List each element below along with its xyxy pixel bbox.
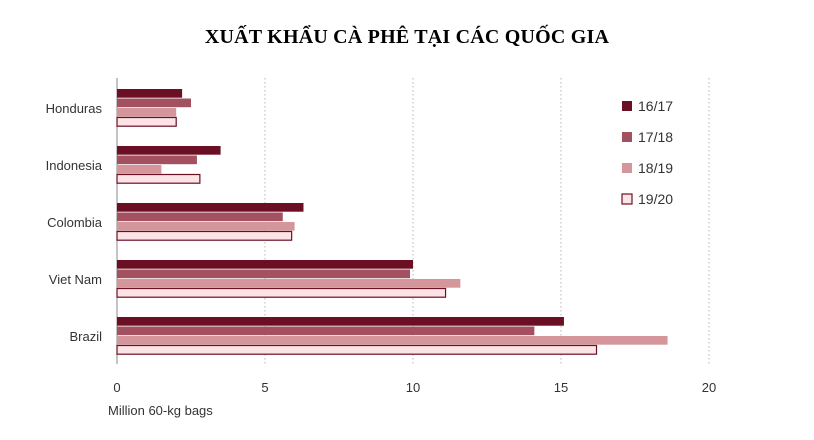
- category-label: Indonesia: [46, 158, 103, 173]
- x-tick-label: 10: [406, 380, 420, 395]
- category-label: Viet Nam: [49, 272, 102, 287]
- legend-label: 19/20: [638, 191, 673, 207]
- legend-swatch-19-20: [621, 193, 633, 205]
- bar-viet-nam-16-17: [117, 260, 413, 269]
- legend: 16/17 17/18 18/19 19/20: [621, 98, 673, 207]
- bar-brazil-19-20: [116, 344, 598, 355]
- x-tick-label: 20: [702, 380, 716, 395]
- bar-brazil-16-17: [117, 317, 564, 326]
- bar-colombia-19-20: [116, 230, 293, 241]
- bars: [116, 89, 668, 355]
- bar-viet-nam-17-18: [117, 269, 411, 279]
- bar-brazil-17-18: [117, 326, 535, 336]
- x-tick-label: 0: [113, 380, 120, 395]
- bar-honduras-17-18: [117, 98, 191, 108]
- bar-indonesia-16-17: [117, 146, 221, 155]
- bar-colombia-17-18: [117, 212, 283, 222]
- legend-label: 17/18: [638, 129, 673, 145]
- x-axis-label: Million 60-kg bags: [108, 403, 213, 418]
- category-label: Colombia: [47, 215, 103, 230]
- legend-swatch-16-17: [622, 101, 632, 111]
- bar-viet-nam-19-20: [116, 287, 447, 298]
- bar-indonesia-18-19: [117, 165, 162, 174]
- legend-swatch-17-18: [622, 132, 632, 142]
- bar-honduras-16-17: [117, 89, 183, 98]
- category-label: Honduras: [46, 101, 103, 116]
- bar-colombia-16-17: [117, 203, 304, 212]
- legend-swatch-18-19: [622, 163, 632, 173]
- bar-colombia-18-19: [117, 222, 295, 231]
- legend-label: 16/17: [638, 98, 673, 114]
- chart-title: XUẤT KHẨU CÀ PHÊ TẠI CÁC QUỐC GIA: [204, 26, 610, 48]
- x-tick-label: 15: [554, 380, 568, 395]
- bar-brazil-18-19: [117, 336, 668, 345]
- bar-indonesia-19-20: [116, 173, 201, 184]
- legend-label: 18/19: [638, 160, 673, 176]
- bar-honduras-18-19: [117, 108, 177, 117]
- x-tick-label: 5: [261, 380, 268, 395]
- bar-indonesia-17-18: [117, 155, 197, 165]
- labels: 0 5 10 15 20 Million 60-kg bags Honduras Indone…: [46, 101, 717, 418]
- bar-honduras-19-20: [116, 116, 177, 127]
- bar-viet-nam-18-19: [117, 279, 461, 288]
- category-label: Brazil: [69, 329, 102, 344]
